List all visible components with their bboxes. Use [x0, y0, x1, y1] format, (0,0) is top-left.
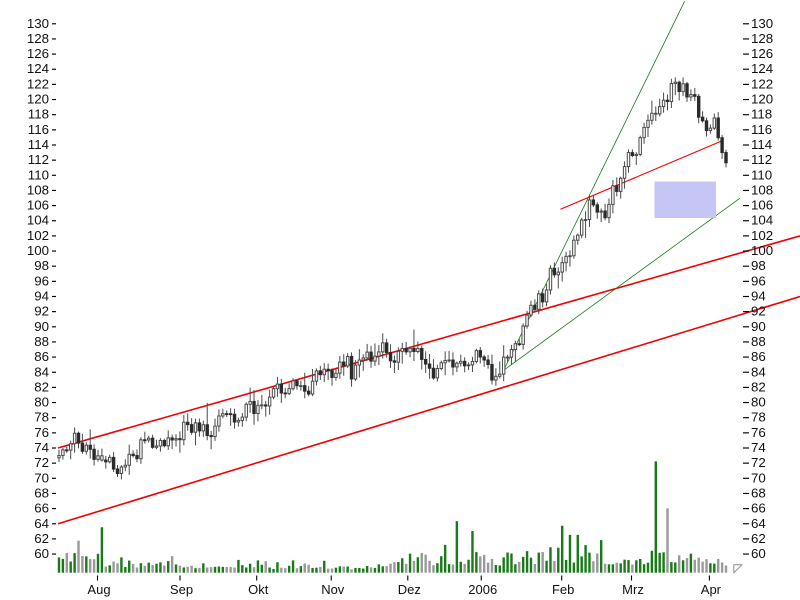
svg-text:120: 120: [27, 92, 49, 107]
svg-text:84: 84: [34, 364, 49, 379]
svg-text:114: 114: [751, 137, 772, 152]
svg-text:98: 98: [751, 258, 766, 273]
svg-text:86: 86: [34, 349, 49, 364]
svg-text:128: 128: [27, 31, 49, 46]
svg-text:86: 86: [751, 349, 766, 364]
svg-text:126: 126: [751, 46, 773, 61]
svg-text:78: 78: [34, 410, 49, 425]
svg-text:122: 122: [27, 76, 49, 91]
svg-text:68: 68: [751, 485, 766, 500]
svg-text:92: 92: [751, 304, 766, 319]
svg-text:96: 96: [34, 273, 49, 288]
svg-text:Dez: Dez: [398, 582, 421, 597]
svg-text:108: 108: [27, 182, 49, 197]
svg-text:106: 106: [27, 198, 49, 213]
svg-text:Sep: Sep: [170, 582, 193, 597]
svg-text:128: 128: [751, 31, 773, 46]
svg-text:94: 94: [34, 288, 49, 303]
svg-text:118: 118: [28, 107, 49, 122]
svg-text:76: 76: [751, 425, 766, 440]
svg-text:66: 66: [751, 501, 766, 516]
svg-text:110: 110: [28, 167, 49, 182]
svg-text:72: 72: [34, 455, 49, 470]
svg-text:130: 130: [751, 16, 773, 31]
svg-text:82: 82: [34, 379, 49, 394]
svg-text:124: 124: [27, 61, 49, 76]
svg-text:114: 114: [28, 137, 49, 152]
svg-text:116: 116: [28, 122, 49, 137]
svg-text:118: 118: [751, 107, 772, 122]
svg-text:104: 104: [27, 213, 49, 228]
svg-text:62: 62: [751, 531, 766, 546]
svg-text:60: 60: [751, 546, 766, 561]
svg-text:96: 96: [751, 273, 766, 288]
svg-text:130: 130: [27, 16, 49, 31]
svg-text:108: 108: [751, 182, 773, 197]
svg-text:Mrz: Mrz: [622, 582, 644, 597]
svg-text:104: 104: [751, 213, 773, 228]
svg-text:80: 80: [34, 395, 49, 410]
svg-text:80: 80: [751, 395, 766, 410]
svg-text:88: 88: [751, 334, 766, 349]
svg-text:100: 100: [27, 243, 49, 258]
svg-text:76: 76: [34, 425, 49, 440]
svg-text:64: 64: [34, 516, 49, 531]
svg-text:72: 72: [751, 455, 766, 470]
svg-text:120: 120: [751, 92, 773, 107]
svg-text:100: 100: [751, 243, 773, 258]
svg-text:Aug: Aug: [87, 582, 110, 597]
svg-text:116: 116: [751, 122, 772, 137]
svg-text:88: 88: [34, 334, 49, 349]
svg-text:Feb: Feb: [552, 582, 574, 597]
svg-text:92: 92: [34, 304, 49, 319]
svg-text:66: 66: [34, 501, 49, 516]
svg-text:78: 78: [751, 410, 766, 425]
svg-text:2006: 2006: [468, 582, 497, 597]
svg-text:122: 122: [751, 76, 773, 91]
svg-text:74: 74: [751, 440, 766, 455]
svg-text:62: 62: [34, 531, 49, 546]
svg-text:94: 94: [751, 288, 766, 303]
svg-text:Apr: Apr: [701, 582, 722, 597]
svg-text:74: 74: [34, 440, 49, 455]
svg-text:106: 106: [751, 198, 773, 213]
svg-text:Nov: Nov: [321, 582, 345, 597]
svg-text:124: 124: [751, 61, 773, 76]
svg-text:112: 112: [751, 152, 772, 167]
svg-text:102: 102: [27, 228, 49, 243]
svg-text:82: 82: [751, 379, 766, 394]
svg-text:98: 98: [34, 258, 49, 273]
svg-text:102: 102: [751, 228, 773, 243]
svg-text:110: 110: [751, 167, 772, 182]
svg-text:Okt: Okt: [248, 582, 269, 597]
svg-text:90: 90: [34, 319, 49, 334]
svg-text:70: 70: [34, 470, 49, 485]
svg-text:70: 70: [751, 470, 766, 485]
svg-text:68: 68: [34, 485, 49, 500]
svg-text:90: 90: [751, 319, 766, 334]
svg-text:126: 126: [27, 46, 49, 61]
svg-text:60: 60: [34, 546, 49, 561]
svg-text:112: 112: [28, 152, 49, 167]
svg-text:84: 84: [751, 364, 766, 379]
svg-text:64: 64: [751, 516, 766, 531]
